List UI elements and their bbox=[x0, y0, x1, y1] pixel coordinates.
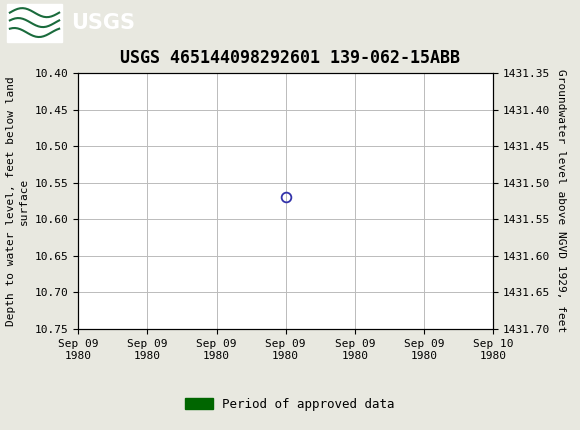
Y-axis label: Depth to water level, feet below land
surface: Depth to water level, feet below land su… bbox=[6, 76, 29, 326]
Y-axis label: Groundwater level above NGVD 1929, feet: Groundwater level above NGVD 1929, feet bbox=[556, 69, 566, 333]
Legend: Period of approved data: Period of approved data bbox=[180, 393, 400, 416]
Text: USGS: USGS bbox=[71, 12, 135, 33]
Text: USGS 465144098292601 139-062-15ABB: USGS 465144098292601 139-062-15ABB bbox=[120, 49, 460, 68]
FancyBboxPatch shape bbox=[7, 3, 62, 42]
